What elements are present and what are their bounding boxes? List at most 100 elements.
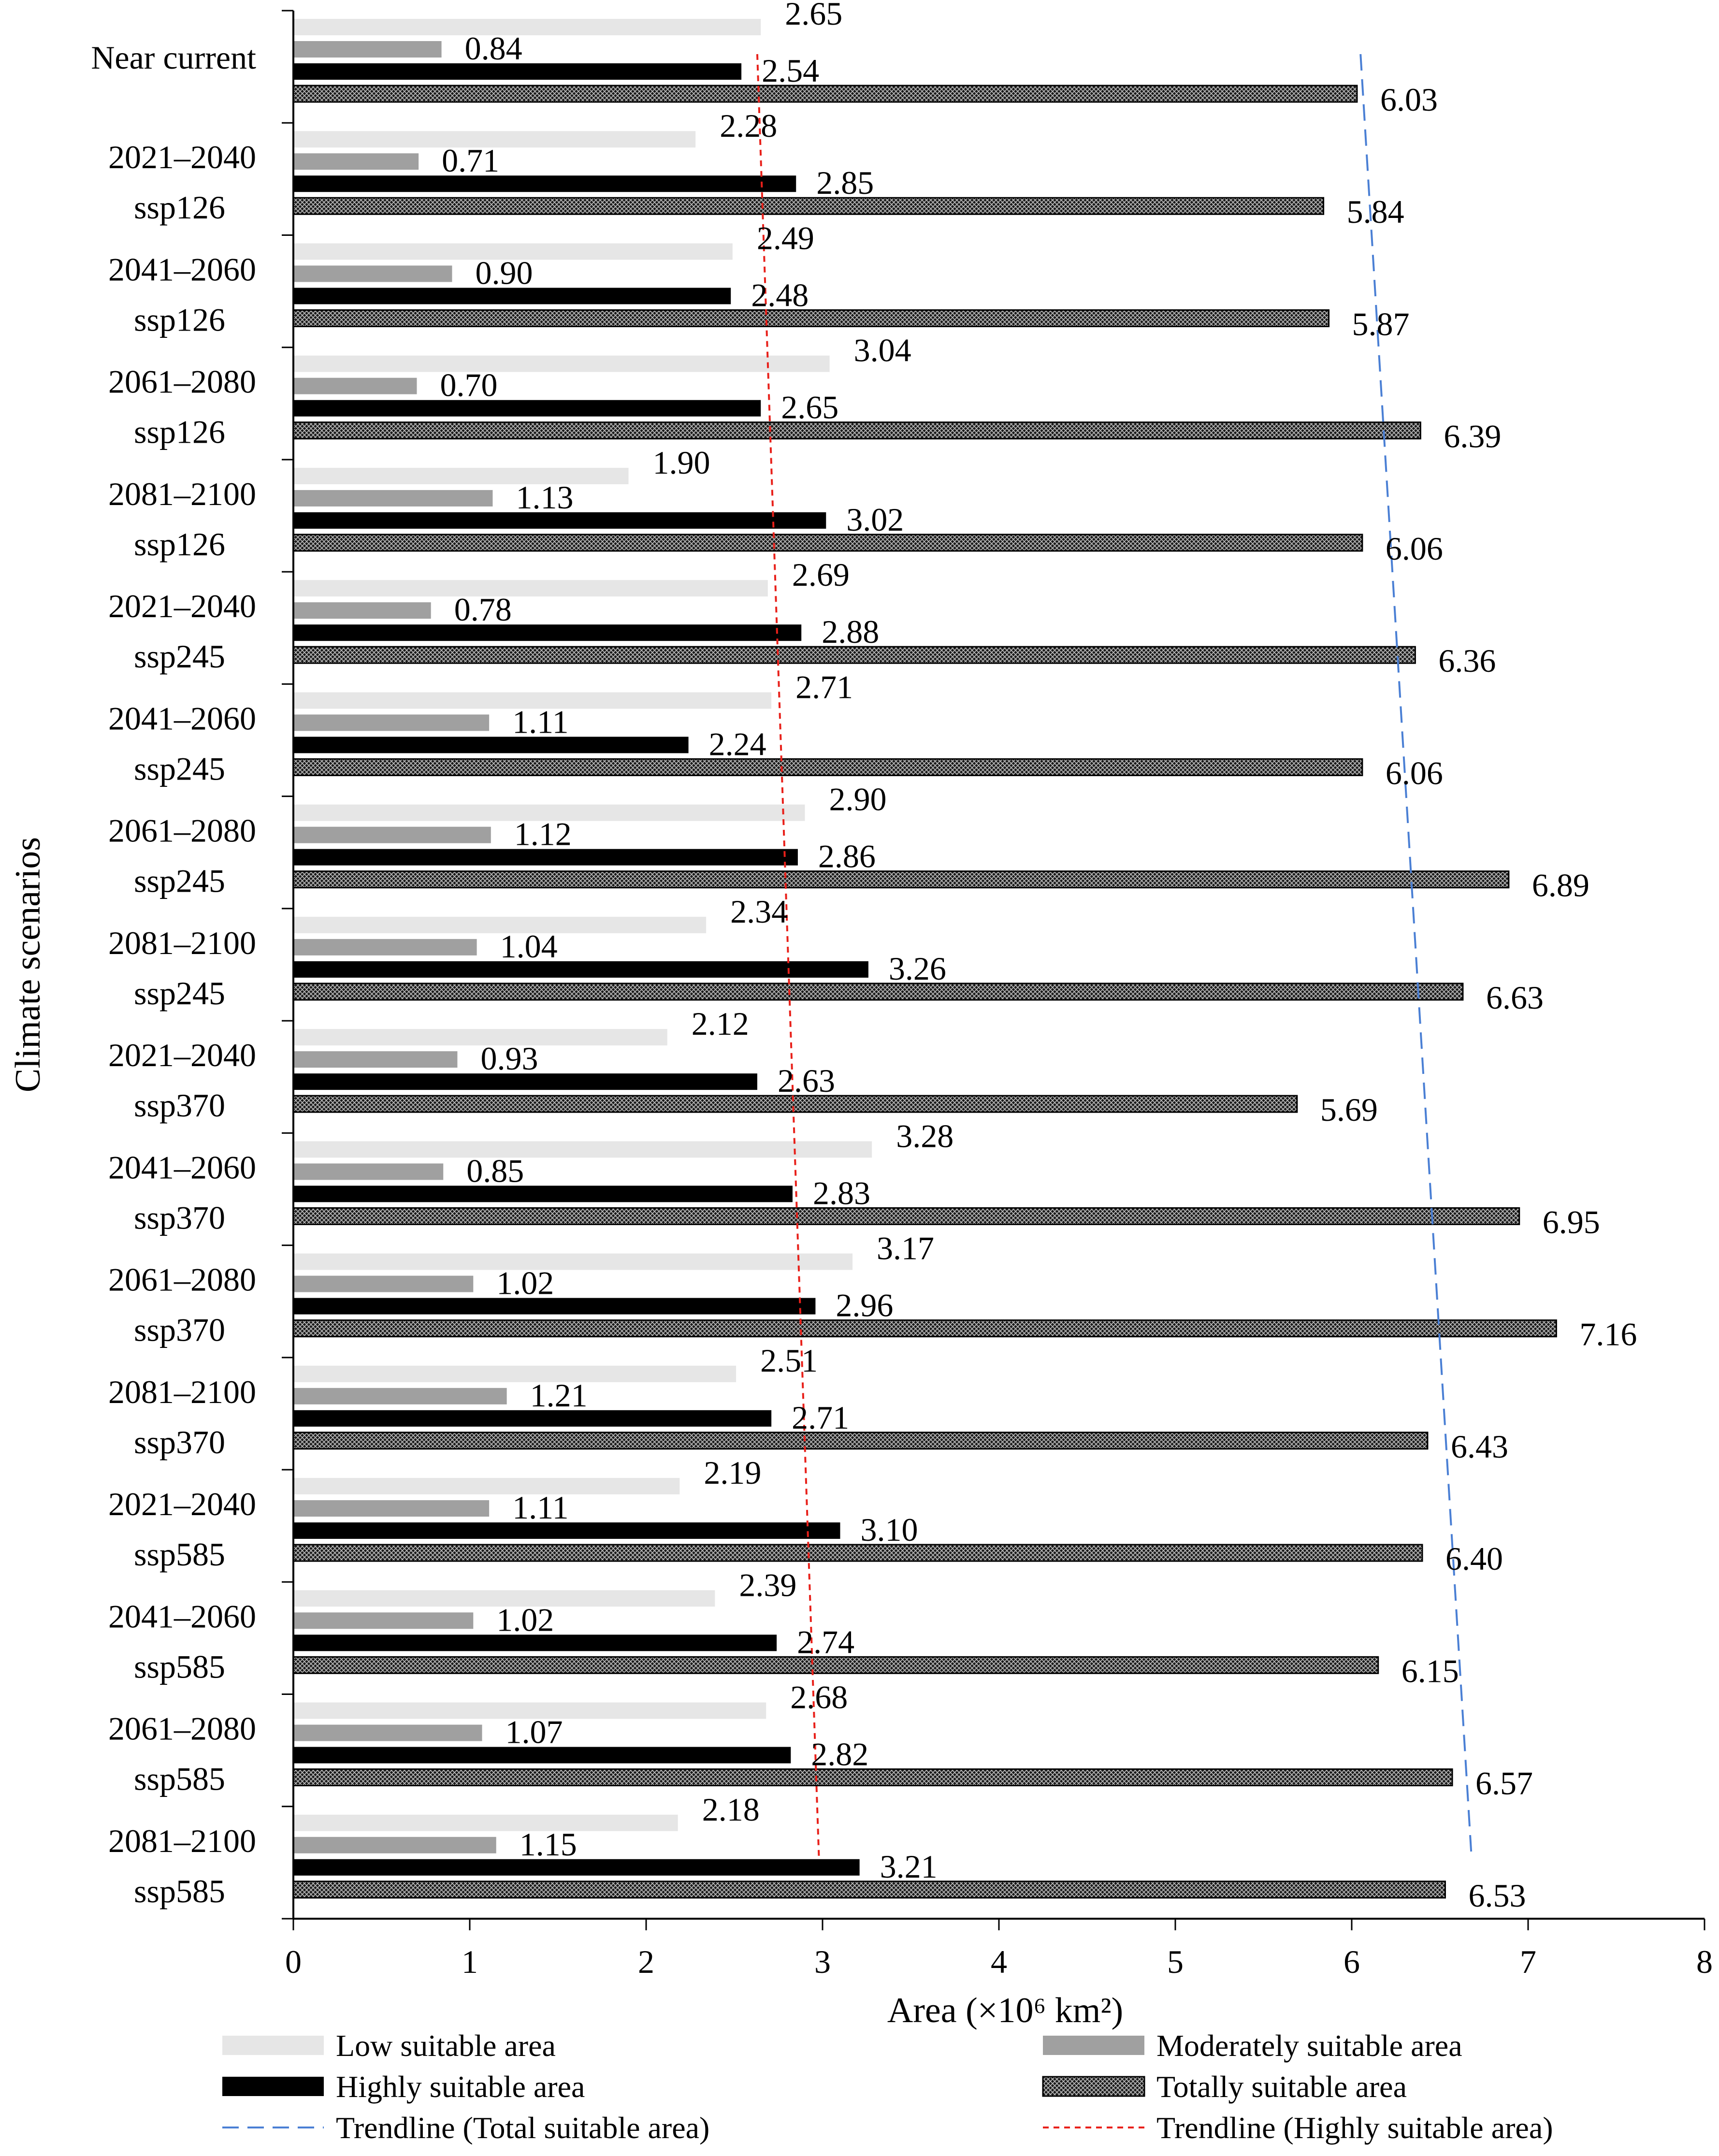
bar-1-4: [293, 490, 493, 506]
bar-1-5: [293, 602, 431, 619]
category-label-period: 2081–2100: [108, 925, 256, 961]
value-label: 0.70: [440, 367, 498, 404]
value-label: 1.12: [514, 816, 572, 853]
category-label-period: 2061–2080: [108, 1710, 256, 1747]
value-label: 0.85: [466, 1152, 524, 1189]
value-label: 1.90: [653, 444, 710, 481]
value-label: 2.18: [702, 1791, 760, 1828]
x-tick-label: 3: [814, 1943, 831, 1980]
bar-1-1: [293, 153, 419, 170]
bar-2-14: [293, 1635, 777, 1651]
trendline-1: [756, 54, 820, 1860]
bar-3-8: [292, 983, 1464, 1001]
value-label: 1.07: [506, 1714, 563, 1751]
value-label: 5.69: [1320, 1091, 1378, 1128]
value-label: 7.16: [1579, 1316, 1637, 1353]
bar-2-5: [293, 624, 802, 641]
category-label-scenario: ssp126: [134, 526, 225, 563]
value-label: 3.26: [889, 950, 946, 987]
x-tick-label: 4: [991, 1943, 1007, 1980]
bar-0-6: [293, 692, 772, 709]
category-label-scenario: ssp245: [134, 638, 225, 675]
value-label: 2.88: [822, 613, 879, 650]
legend-swatch: [1043, 2036, 1144, 2055]
value-label: 6.63: [1486, 979, 1544, 1016]
category-label-scenario: ssp585: [134, 1873, 225, 1910]
value-label: 1.02: [496, 1601, 554, 1638]
bar-2-7: [293, 849, 798, 866]
category-label: Near current: [91, 39, 256, 76]
bar-0-12: [293, 1365, 737, 1382]
value-label: 1.21: [530, 1377, 588, 1414]
bar-3-7: [292, 870, 1510, 889]
axes-group: 0 1 2 3 4 5 6 7 8: [282, 10, 1713, 1980]
value-label: 2.90: [829, 781, 887, 818]
category-label-scenario: ssp126: [134, 189, 225, 226]
value-label: 3.17: [877, 1230, 934, 1267]
category-label-scenario: ssp370: [134, 1312, 225, 1348]
value-label: 1.13: [516, 479, 573, 516]
value-label: 6.40: [1445, 1540, 1503, 1577]
value-label: 1.15: [520, 1826, 577, 1863]
x-tick-label: 0: [285, 1943, 302, 1980]
x-tick-label: 2: [638, 1943, 654, 1980]
category-label-scenario: ssp245: [134, 750, 225, 787]
bar-0-16: [293, 1814, 678, 1831]
value-label: 2.65: [781, 389, 838, 426]
bar-2-2: [293, 288, 731, 304]
bar-0-15: [293, 1702, 766, 1719]
bar-1-13: [293, 1500, 490, 1517]
bar-2-16: [293, 1859, 860, 1876]
bar-3-13: [292, 1544, 1423, 1562]
bar-2-13: [293, 1522, 840, 1539]
bar-1-9: [293, 1051, 458, 1068]
value-label: 3.04: [854, 332, 911, 369]
value-label: 2.71: [795, 668, 853, 705]
value-label: 6.57: [1475, 1765, 1533, 1802]
value-label: 6.15: [1401, 1652, 1459, 1689]
value-label: 3.21: [880, 1848, 938, 1885]
bar-0-9: [293, 1029, 667, 1046]
legend-label: Totally suitable area: [1156, 2069, 1407, 2104]
bar-2-1: [293, 175, 796, 192]
value-label: 2.71: [792, 1399, 849, 1436]
bar-1-3: [293, 377, 417, 394]
value-label: 0.84: [465, 30, 522, 67]
category-label-scenario: ssp126: [134, 301, 225, 338]
x-axis-title: Area (×10⁶ km²): [887, 1991, 1123, 2030]
value-label: 2.12: [692, 1005, 749, 1042]
legend-swatch: [222, 2077, 324, 2096]
value-label: 5.84: [1347, 193, 1404, 230]
bar-1-10: [293, 1163, 444, 1180]
value-label: 2.51: [760, 1342, 818, 1379]
value-label: 2.19: [704, 1454, 761, 1491]
value-label: 6.36: [1438, 642, 1496, 679]
bar-3-4: [292, 534, 1363, 552]
bar-0-11: [293, 1253, 853, 1270]
category-label-period: 2041–2060: [108, 700, 256, 737]
category-label-scenario: ssp370: [134, 1087, 225, 1124]
value-label: 6.53: [1468, 1877, 1526, 1914]
bar-2-12: [293, 1410, 772, 1427]
value-label: 6.95: [1543, 1203, 1600, 1240]
legend-swatch: [222, 2036, 324, 2055]
category-label-scenario: ssp126: [134, 414, 225, 450]
bar-0-13: [293, 1478, 680, 1495]
bar-0-8: [293, 916, 707, 933]
bar-0-1: [293, 131, 696, 148]
value-label: 2.24: [709, 725, 766, 762]
x-tick-label: 5: [1167, 1943, 1184, 1980]
legend-swatch: [1042, 2076, 1145, 2097]
bar-3-15: [292, 1768, 1453, 1787]
bar-2-15: [293, 1747, 791, 1764]
value-label: 2.63: [778, 1062, 835, 1099]
value-label: 1.04: [500, 928, 558, 965]
value-label: 0.93: [480, 1040, 538, 1077]
bar-3-6: [292, 758, 1363, 776]
bar-2-9: [293, 1073, 757, 1090]
bar-1-6: [293, 714, 490, 731]
bar-0-2: [293, 243, 733, 260]
bar-3-10: [292, 1207, 1520, 1225]
value-label: 1.11: [512, 1489, 568, 1526]
bar-3-0: [292, 85, 1358, 103]
